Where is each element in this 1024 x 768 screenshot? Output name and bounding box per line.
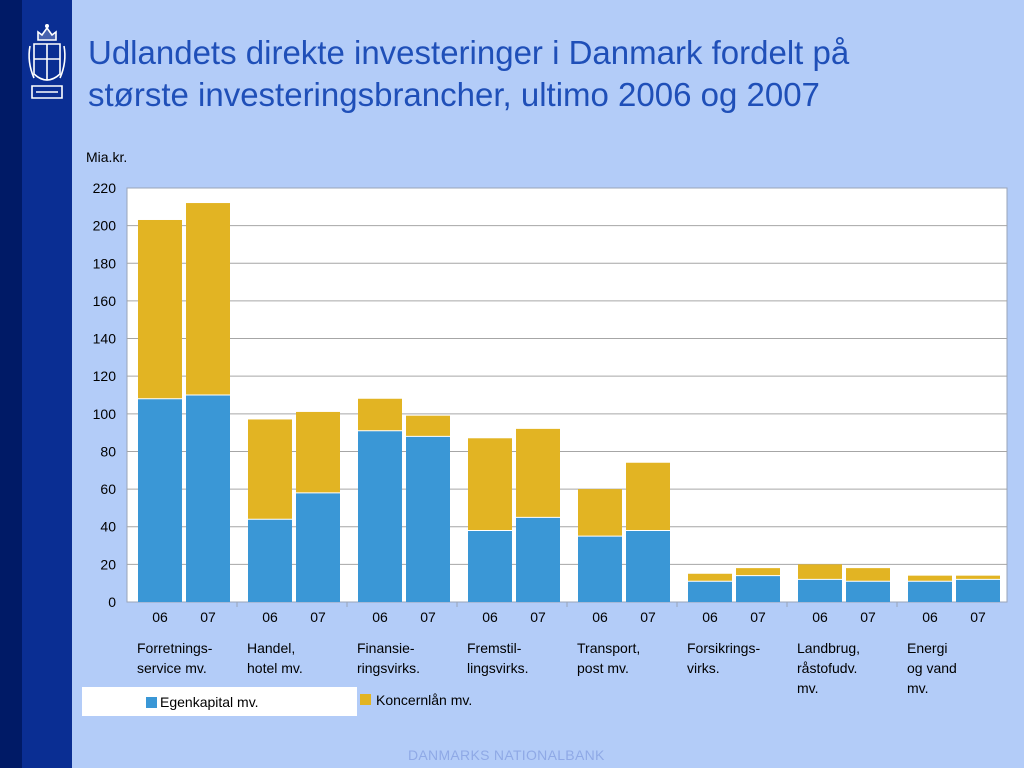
legend-label-egenkapital: Egenkapital mv. (160, 694, 259, 710)
bar-egenkapital (688, 581, 732, 602)
y-tick-label: 140 (93, 331, 117, 347)
x-category-label: virks. (687, 660, 720, 676)
x-tick-label-year: 06 (152, 609, 168, 625)
y-tick-label: 60 (100, 481, 116, 497)
x-tick-label-year: 07 (970, 609, 986, 625)
x-tick-label-year: 07 (420, 609, 436, 625)
y-tick-label: 220 (93, 180, 117, 196)
y-tick-label: 40 (100, 519, 116, 535)
y-axis-label: Mia.kr. (86, 149, 127, 165)
legend-box (82, 687, 357, 716)
y-tick-label: 180 (93, 255, 117, 271)
x-category-label: service mv. (137, 660, 207, 676)
bar-egenkapital (516, 517, 560, 602)
bar-koncernlaan (798, 564, 842, 580)
x-category-label: Landbrug, (797, 640, 860, 656)
x-category-label: Forretnings- (137, 640, 213, 656)
bar-koncernlaan (908, 575, 952, 582)
bar-koncernlaan (688, 573, 732, 582)
y-tick-label: 120 (93, 368, 117, 384)
bar-egenkapital (186, 395, 230, 602)
x-category-label: hotel mv. (247, 660, 303, 676)
x-tick-label-year: 06 (372, 609, 388, 625)
x-category-label: Finansie- (357, 640, 415, 656)
crest-logo-icon (28, 24, 66, 99)
bar-koncernlaan (468, 438, 512, 531)
x-tick-label-year: 06 (812, 609, 828, 625)
x-category-label: mv. (797, 680, 819, 696)
x-category-label: lingsvirks. (467, 660, 528, 676)
bar-koncernlaan (296, 411, 340, 493)
bar-koncernlaan (578, 489, 622, 537)
x-tick-label-year: 06 (262, 609, 278, 625)
x-category-label: og vand (907, 660, 957, 676)
x-tick-label-year: 07 (310, 609, 326, 625)
title-line-2: største investeringsbrancher, ultimo 200… (88, 76, 820, 113)
bar-egenkapital (406, 436, 450, 602)
bar-koncernlaan (186, 203, 230, 395)
bar-koncernlaan (956, 575, 1000, 580)
x-tick-label-year: 07 (860, 609, 876, 625)
bar-koncernlaan (846, 568, 890, 582)
y-tick-label: 200 (93, 218, 117, 234)
legend-swatch-egenkapital (146, 697, 157, 708)
bar-koncernlaan (138, 219, 182, 399)
bar-egenkapital (248, 519, 292, 602)
sidebar-strip (0, 0, 22, 768)
x-category-label: Handel, (247, 640, 295, 656)
bar-egenkapital (296, 492, 340, 602)
bar-egenkapital (846, 581, 890, 602)
bar-egenkapital (798, 579, 842, 602)
x-category-label: Forsikrings- (687, 640, 760, 656)
page-title: Udlandets direkte investeringer i Danmar… (88, 32, 1008, 116)
bar-egenkapital (736, 575, 780, 602)
x-tick-label-year: 07 (640, 609, 656, 625)
legend-label-koncernlaan: Koncernlån mv. (376, 692, 472, 708)
x-tick-label-year: 06 (702, 609, 718, 625)
y-tick-label: 80 (100, 443, 116, 459)
x-tick-label-year: 06 (592, 609, 608, 625)
x-tick-label-year: 07 (530, 609, 546, 625)
bar-egenkapital (956, 579, 1000, 602)
legend-swatch-koncernlaan (360, 694, 371, 705)
plot-area (126, 187, 1008, 603)
y-tick-label: 0 (108, 594, 116, 610)
x-tick-label-year: 06 (922, 609, 938, 625)
bar-egenkapital (908, 581, 952, 602)
bar-koncernlaan (406, 415, 450, 437)
bar-koncernlaan (516, 428, 560, 518)
bar-koncernlaan (736, 568, 780, 576)
bar-koncernlaan (358, 398, 402, 431)
footer-text: DANMARKS NATIONALBANK (408, 747, 605, 763)
y-tick-label: 20 (100, 556, 116, 572)
x-category-label: Transport, (577, 640, 640, 656)
x-tick-label-year: 06 (482, 609, 498, 625)
y-tick-label: 100 (93, 406, 117, 422)
bar-egenkapital (358, 430, 402, 602)
x-category-label: Fremstil- (467, 640, 522, 656)
x-category-label: post mv. (577, 660, 629, 676)
x-category-label: råstofudv. (797, 660, 857, 676)
bar-egenkapital (626, 530, 670, 602)
x-category-label: mv. (907, 680, 929, 696)
blue-band (22, 0, 72, 768)
bar-koncernlaan (248, 419, 292, 520)
y-tick-label: 160 (93, 293, 117, 309)
x-tick-label-year: 07 (200, 609, 216, 625)
bar-egenkapital (468, 530, 512, 602)
bar-egenkapital (578, 536, 622, 602)
x-category-label: Energi (907, 640, 947, 656)
title-line-1: Udlandets direkte investeringer i Danmar… (88, 34, 850, 71)
x-category-label: ringsvirks. (357, 660, 420, 676)
bar-egenkapital (138, 398, 182, 602)
bar-koncernlaan (626, 462, 670, 531)
x-tick-label-year: 07 (750, 609, 766, 625)
